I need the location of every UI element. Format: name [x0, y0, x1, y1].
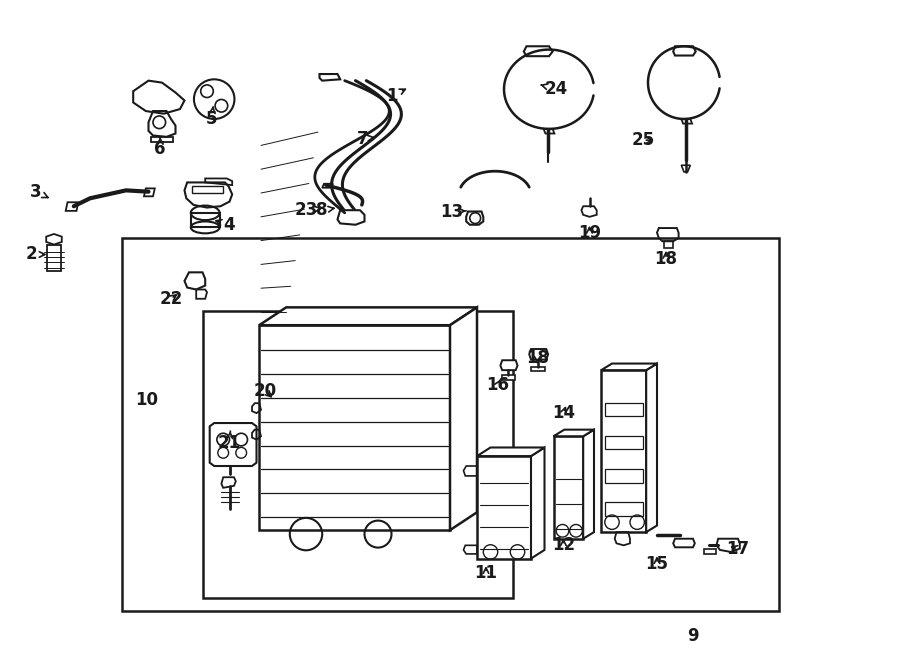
Polygon shape	[554, 430, 594, 436]
Bar	[202, 311, 513, 598]
Text: 4: 4	[216, 215, 235, 234]
Polygon shape	[500, 360, 518, 370]
Text: 14: 14	[552, 404, 575, 422]
Polygon shape	[531, 367, 545, 371]
Polygon shape	[529, 349, 548, 360]
Text: 20: 20	[254, 382, 277, 401]
Polygon shape	[646, 364, 657, 532]
Polygon shape	[531, 447, 544, 559]
Text: 9: 9	[688, 627, 698, 645]
Text: 17: 17	[726, 539, 750, 558]
Text: 16: 16	[486, 375, 509, 394]
Text: 12: 12	[552, 536, 575, 555]
Bar	[122, 238, 778, 611]
Polygon shape	[144, 188, 155, 196]
Text: 19: 19	[578, 223, 601, 242]
Polygon shape	[716, 539, 740, 552]
Polygon shape	[601, 370, 646, 532]
Polygon shape	[477, 456, 531, 559]
Text: 7: 7	[357, 130, 374, 148]
Text: 15: 15	[645, 555, 669, 573]
Text: 3: 3	[31, 182, 48, 201]
Text: 13: 13	[440, 202, 466, 221]
Polygon shape	[477, 447, 544, 456]
Polygon shape	[673, 539, 695, 547]
Text: 6: 6	[155, 137, 166, 158]
Polygon shape	[554, 436, 583, 539]
Polygon shape	[583, 430, 594, 539]
Text: 8: 8	[317, 201, 334, 219]
Text: 25: 25	[632, 131, 655, 149]
Text: 11: 11	[474, 564, 498, 582]
Polygon shape	[601, 364, 657, 370]
Polygon shape	[259, 307, 477, 325]
Polygon shape	[581, 206, 597, 217]
Text: 22: 22	[159, 290, 183, 308]
Text: 24: 24	[541, 80, 568, 98]
Text: 23: 23	[294, 201, 320, 219]
Text: 5: 5	[206, 107, 217, 128]
Polygon shape	[66, 202, 78, 211]
Polygon shape	[704, 549, 716, 554]
Text: 18: 18	[654, 250, 678, 268]
Polygon shape	[502, 375, 515, 380]
Polygon shape	[450, 307, 477, 530]
Text: 10: 10	[135, 391, 158, 409]
Polygon shape	[322, 184, 333, 188]
Text: 2: 2	[26, 245, 45, 264]
Text: 1: 1	[386, 87, 405, 105]
Polygon shape	[259, 325, 450, 530]
Text: 21: 21	[218, 431, 241, 452]
Text: 18: 18	[526, 349, 549, 368]
Bar	[47, 245, 61, 271]
